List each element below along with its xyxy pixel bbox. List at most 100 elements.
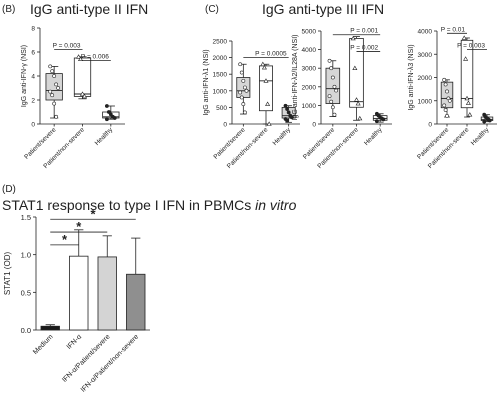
x-tick-label: IFN-α/Patient/severe [61,333,112,384]
y-tick-label: 5000 [302,29,317,36]
y-tick-label: 0 [312,122,316,129]
data-point [76,54,82,59]
box-iqr [440,81,454,109]
pvalue-label: P = 0.0005 [255,51,287,58]
data-point [357,115,363,121]
data-point [79,91,86,96]
data-point [352,65,358,70]
y-tick-label: 1000 [213,88,228,95]
data-point [330,75,335,80]
x-tick-label: Medium [32,333,55,356]
y-tick-label: 1500 [213,72,228,79]
data-point [241,78,246,83]
data-point [487,118,492,123]
y-tick-label: 500 [216,105,227,112]
data-point [443,108,448,112]
y-tick-label: 3000 [418,52,433,59]
data-point [266,121,272,126]
pvalue-label: P = 0.003 [457,43,485,50]
x-tick-label: IFN-α [66,333,83,350]
y-tick-label: 8 [31,26,35,33]
x-tick-label: Healthy [363,126,384,147]
data-point [54,82,59,87]
data-point [106,110,111,114]
data-point [447,98,452,103]
data-point [108,112,113,117]
pvalue-label: P = 0.003 [53,43,81,50]
data-point [112,116,117,120]
data-point [467,112,473,117]
x-tick-label: Patient/non-severe [316,126,360,170]
data-point [286,110,291,115]
data-point [329,99,334,104]
data-point [350,35,356,41]
data-point [445,89,449,94]
data-point [327,94,332,99]
data-point [443,82,448,87]
box-iqr [259,65,273,112]
data-point [238,62,243,67]
data-point [104,117,109,122]
panel-d-title: STAT1 response to type I IFN in PBMCs in… [2,197,296,213]
y-tick-label: 4 [31,74,35,81]
x-tick-label: Healthy [272,126,293,147]
panel-d-title-text: STAT1 response to type I IFN in PBMCs [2,197,256,213]
y-tick-label: 2000 [302,84,317,91]
data-point [334,88,339,93]
data-point [50,93,55,98]
y-tick-label: 4000 [302,47,317,54]
panel-b-title: IgG anti-type II IFN [30,1,149,17]
panel-d-title-italic: in vitro [255,197,297,213]
data-point [332,112,337,117]
data-point [330,105,335,110]
y-axis-label: IgG anti-IFN-λ3 (NSI) [408,44,415,110]
bar [97,256,117,331]
data-point [52,101,57,106]
bar [40,325,60,331]
panel-c-title: IgG anti-type III IFN [262,1,385,17]
y-tick-label: 3000 [302,66,317,73]
data-point [81,93,87,99]
x-tick-label: Healthy [94,126,115,147]
y-tick-label: 4000 [418,29,433,36]
panel-d-letter: (D) [2,184,16,195]
x-tick-label: Patient/non-severe [226,126,270,170]
data-point [464,95,470,101]
data-point [465,100,471,105]
data-point [48,89,53,94]
data-point [50,69,55,74]
data-point [243,85,247,90]
y-tick-label: 0 [223,122,227,129]
data-point [238,90,243,95]
data-point [463,56,469,61]
data-point [283,103,288,108]
data-point [239,70,244,75]
bar [126,273,146,331]
pvalue-label: P = 0.002 [350,44,378,51]
data-point [56,86,61,90]
data-point [265,101,271,106]
data-point [442,77,447,82]
significance-star: * [90,206,96,221]
data-point [445,113,449,118]
y-axis-label: IgG anti-IFN-λ1 (NSI) [203,49,210,115]
data-point [374,119,379,124]
x-tick-label: Healthy [470,126,491,147]
panel-b-letter: (B) [2,4,16,15]
data-point [285,107,289,111]
pvalue-label: P = 0.001 [350,28,378,35]
x-tick-label: IFN-α/Patient/non-severe [80,333,140,393]
y-axis-label: STAT1 (OD) [3,252,12,296]
pvalue-label: P = 0.01 [441,26,466,33]
data-point [285,118,289,123]
y-tick-label: 1.0 [21,251,31,260]
data-point [289,115,294,120]
chart-stat1: 0.0 0.5 1.0 1.5 STAT1 (OD) Medium IFN-αIFN-α/P… [3,206,150,394]
y-tick-label: 1.5 [21,213,31,222]
y-tick-label: 0 [428,122,432,129]
box-iqr [73,57,92,97]
